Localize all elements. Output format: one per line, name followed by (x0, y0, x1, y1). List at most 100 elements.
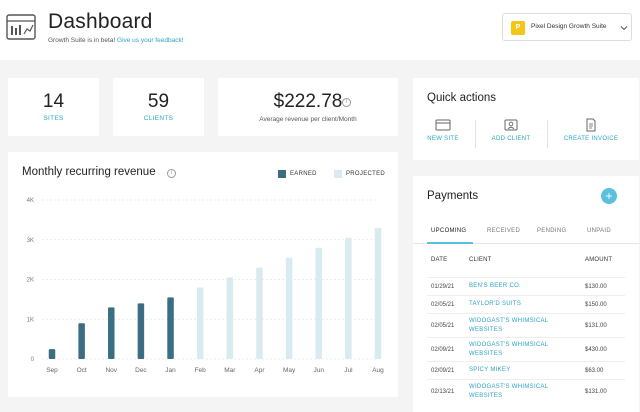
payments-card: Payments + UPCOMING RECEIVED PENDING UNP… (413, 176, 639, 412)
bar-earned-oct[interactable] (78, 323, 85, 359)
new-site-button[interactable]: NEW SITE (408, 118, 478, 142)
payment-date: 02/05/21 (431, 323, 455, 329)
x-tick-label: Aug (372, 367, 384, 374)
chevron-down-icon (620, 26, 628, 31)
id-card-icon (504, 119, 518, 131)
create-invoice-label: CREATE INVOICE (563, 136, 619, 142)
payments-tabs: UPCOMING RECEIVED PENDING UNPAID (413, 220, 639, 244)
site-logo: P (511, 21, 525, 35)
legend-earned-swatch (278, 170, 286, 178)
sites-count: 14 (42, 91, 65, 112)
bar-projected-may[interactable] (285, 257, 293, 359)
site-selector[interactable]: P Pixel Design Growth Suite (502, 13, 632, 41)
payment-amount: $130.00 (585, 284, 607, 290)
payment-amount: $131.00 (585, 389, 607, 395)
tab-pending[interactable]: PENDING (537, 228, 567, 234)
client-link[interactable]: WIDOGAST'S WHIMSICAL WEBSITES (469, 318, 549, 333)
clients-count: 59 (147, 91, 170, 112)
x-tick-label: May (283, 367, 296, 374)
legend-projected-swatch (334, 170, 342, 178)
client-link[interactable]: WIDOGAST'S WHIMSICAL WEBSITES (469, 384, 549, 399)
x-tick-label: Feb (195, 367, 207, 374)
info-icon[interactable]: i (167, 169, 176, 178)
chart-title: Monthly recurring revenue (22, 166, 156, 178)
payment-amount: $430.00 (585, 347, 607, 353)
client-link[interactable]: SPICY MIKEY (469, 367, 511, 373)
create-invoice-button[interactable]: CREATE INVOICE (556, 118, 626, 142)
column-header-client: CLIENT (469, 257, 492, 263)
y-tick-label: 1K (27, 317, 34, 323)
table-row: 02/09/21 SPICY MIKEY $63.00 (427, 361, 625, 379)
y-tick-label: 4K (27, 198, 34, 204)
table-row: 02/05/21 TAYLOR'D SUITS $150.00 (427, 295, 625, 313)
column-header-date: DATE (431, 257, 448, 263)
client-link[interactable]: WIDOGAST'S WHIMSICAL WEBSITES (469, 342, 549, 357)
revenue-stat-card: $222.78 i Average revenue per client/Mon… (218, 78, 398, 136)
site-name: Pixel Design Growth Suite (531, 23, 607, 30)
payment-date: 02/05/21 (431, 302, 455, 308)
x-tick-label: Apr (254, 367, 265, 374)
client-link[interactable]: TAYLOR'D SUITS (469, 301, 522, 307)
bar-earned-dec[interactable] (137, 303, 145, 359)
x-tick-label: Nov (105, 367, 117, 374)
info-icon[interactable]: i (342, 98, 351, 107)
mrr-chart: 0 1K 2K 3K 4K Sep Oct Nov Dec Jan Feb Mar Apr May Jun J… (27, 198, 385, 374)
new-site-label: NEW SITE (427, 136, 459, 142)
avg-revenue-label: Average revenue per client/Month (259, 116, 357, 123)
payment-date: 02/09/21 (431, 347, 455, 353)
add-client-button[interactable]: ADD CLIENT (476, 118, 546, 142)
payment-amount: $131.00 (585, 323, 607, 329)
bar-projected-aug[interactable] (374, 227, 382, 359)
legend-earned-label: EARNED (290, 171, 317, 177)
feedback-link[interactable]: Give us your feedback! (117, 37, 184, 44)
y-tick-label: 0 (31, 357, 35, 363)
payment-date: 02/09/21 (431, 368, 455, 374)
bar-earned-jan[interactable] (167, 297, 174, 359)
x-tick-label: Jul (344, 367, 353, 374)
payment-date: 02/13/21 (431, 389, 455, 395)
payment-amount: $150.00 (585, 302, 607, 308)
beta-text: Growth Suite is in beta! (48, 37, 116, 44)
table-row: 01/29/21 BEN'S BEER CO. $130.00 (427, 277, 625, 295)
y-tick-label: 3K (27, 238, 34, 244)
quick-actions-card: Quick actions NEW SITE ADD CLIENT CREATE… (413, 78, 639, 160)
payment-date: 01/29/21 (431, 284, 455, 290)
bar-projected-mar[interactable] (226, 277, 234, 359)
x-tick-label: Jun (313, 367, 324, 374)
tab-upcoming[interactable]: UPCOMING (431, 228, 467, 234)
table-row: 02/13/21 WIDOGAST'S WHIMSICAL WEBSITES $… (427, 379, 625, 403)
dashboard-icon (6, 14, 36, 40)
x-tick-label: Mar (224, 367, 236, 374)
header: Dashboard Growth Suite is in beta! Give … (0, 0, 640, 60)
sites-stat-card[interactable]: 14 SITES (8, 78, 99, 136)
table-row: 02/09/21 WIDOGAST'S WHIMSICAL WEBSITES $… (427, 337, 625, 361)
client-link[interactable]: BEN'S BEER CO. (469, 283, 522, 289)
beta-notice: Growth Suite is in beta! Give us your fe… (48, 37, 184, 44)
quick-actions-title: Quick actions (427, 92, 497, 104)
legend-projected-label: PROJECTED (346, 171, 386, 177)
x-tick-label: Dec (135, 367, 147, 374)
bar-projected-apr[interactable] (256, 267, 263, 359)
divider (547, 120, 548, 148)
bar-projected-jul[interactable] (345, 237, 352, 359)
mrr-chart-card: Monthly recurring revenue i EARNED PROJE… (8, 152, 398, 397)
browser-window-icon (435, 119, 451, 131)
bar-earned-nov[interactable] (108, 307, 115, 359)
column-header-amount: AMOUNT (585, 257, 613, 263)
sites-label: SITES (43, 115, 64, 122)
bar-projected-jun[interactable] (315, 247, 322, 359)
page-title: Dashboard (48, 10, 153, 33)
payment-amount: $63.00 (585, 368, 604, 374)
payments-title: Payments (427, 190, 479, 202)
active-tab-indicator (427, 242, 473, 244)
tab-received[interactable]: RECEIVED (487, 228, 521, 234)
bar-projected-feb[interactable] (196, 287, 204, 359)
tab-unpaid[interactable]: UNPAID (587, 228, 612, 234)
clients-stat-card[interactable]: 59 CLIENTS (113, 78, 204, 136)
document-icon (586, 118, 596, 132)
x-tick-label: Sep (46, 367, 58, 374)
bar-earned-sep[interactable] (48, 349, 56, 359)
table-row: 02/05/21 WIDOGAST'S WHIMSICAL WEBSITES $… (427, 313, 625, 337)
divider (475, 120, 476, 148)
add-payment-button[interactable]: + (601, 188, 617, 204)
